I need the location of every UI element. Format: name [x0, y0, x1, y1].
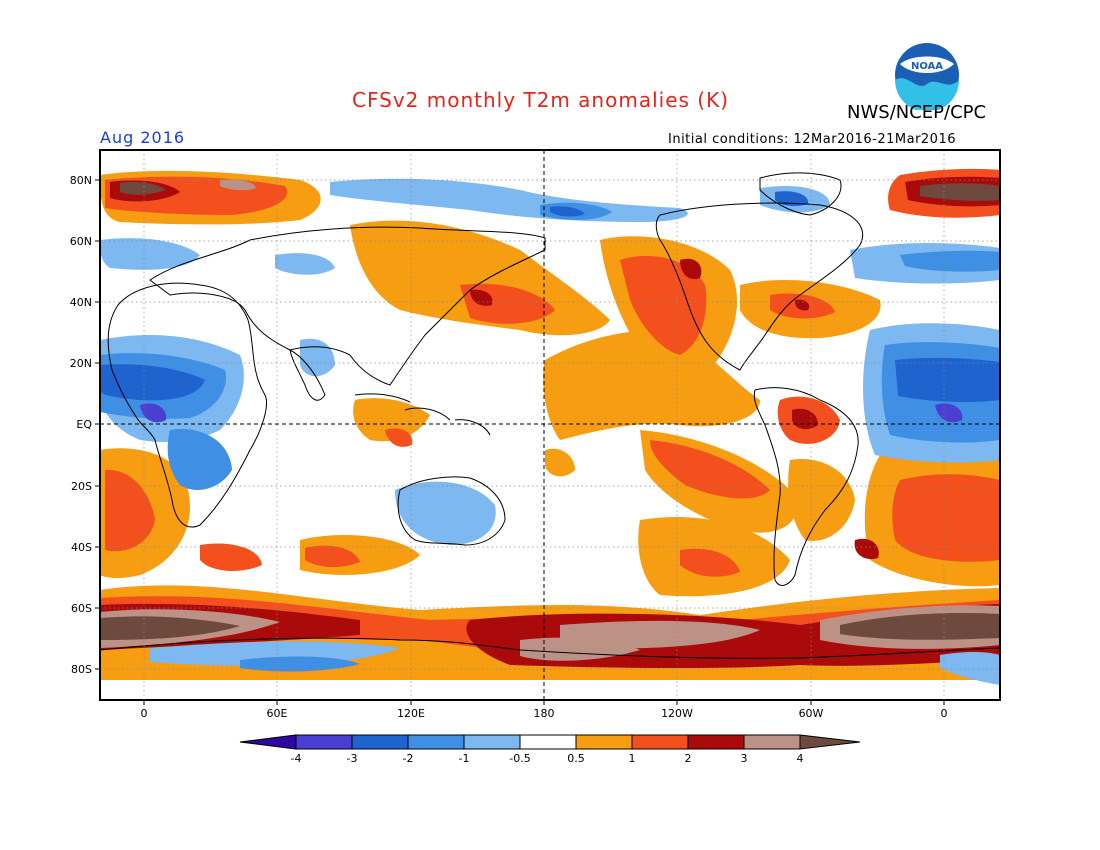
tick-marks [95, 179, 945, 705]
map-frame [99, 149, 1001, 701]
colorbar-label: 1 [629, 752, 636, 765]
latitude-labels: 80N 60N 40N 20N EQ 20S 40S 60S 80S [70, 174, 93, 676]
colorbar-swatch-min [239, 734, 297, 750]
colorbar-labels: -4 -3 -2 -1 -0.5 0.5 1 2 3 4 [291, 752, 804, 765]
lat-label: 20N [70, 357, 92, 370]
colorbar-swatch [743, 734, 801, 750]
colorbar-label: 0.5 [567, 752, 585, 765]
colorbar-swatch [407, 734, 465, 750]
lat-label: 20S [71, 480, 92, 493]
south-america-coastline [753, 387, 859, 586]
equator-dateline [100, 150, 1000, 700]
colorbar-label: 4 [797, 752, 804, 765]
valid-month-label: Aug 2016 [100, 128, 186, 147]
lon-label: 60E [267, 707, 288, 720]
colorbar-swatch [463, 734, 521, 750]
agency-label: NWS/NCEP/CPC [847, 102, 987, 123]
colorbar-swatch [687, 734, 745, 750]
colorbar-label: -0.5 [509, 752, 530, 765]
lon-label: 120E [397, 707, 425, 720]
australia-coastline [397, 476, 506, 546]
colorbar [239, 734, 861, 750]
longitude-labels: 0 60E 120E 180 120W 60W 0 [141, 707, 948, 720]
lon-label: 60W [799, 707, 824, 720]
chart-title: CFSv2 monthly T2m anomalies (K) [352, 88, 729, 112]
colorbar-swatch [631, 734, 689, 750]
anomaly-field [100, 150, 1000, 700]
lat-label: 60S [71, 602, 92, 615]
lat-label: 60N [70, 235, 92, 248]
africa-coastline [107, 282, 267, 528]
india-coastline [289, 349, 326, 401]
colorbar-label: -3 [347, 752, 358, 765]
colorbar-label: -2 [403, 752, 414, 765]
colorbar-swatch [575, 734, 633, 750]
lat-label: 80S [71, 663, 92, 676]
noaa-logo-text: NOAA [911, 61, 943, 72]
lon-label: 0 [941, 707, 948, 720]
colorbar-swatch [295, 734, 353, 750]
noaa-logo: NOAA [895, 43, 959, 110]
colorbar-label: -4 [291, 752, 302, 765]
colorbar-swatch [351, 734, 409, 750]
graticule [100, 150, 1000, 700]
lat-label: EQ [76, 418, 92, 431]
lat-label: 40N [70, 296, 92, 309]
initial-conditions-label: Initial conditions: 12Mar2016-21Mar2016 [668, 132, 956, 147]
europe-asia-coastline [149, 226, 546, 386]
antarctica-coastline [100, 637, 1000, 659]
lon-label: 0 [141, 707, 148, 720]
greenland-coastline [759, 172, 842, 216]
lon-label: 180 [534, 707, 555, 720]
north-america-coastline [655, 202, 863, 371]
colorbar-label: 2 [685, 752, 692, 765]
colorbar-label: 3 [741, 752, 748, 765]
australia-cold [395, 481, 496, 545]
colorbar-swatch-max [799, 734, 861, 750]
colorbar-swatch [519, 734, 577, 750]
north-cold-band-west [100, 238, 200, 270]
lat-label: 80N [70, 174, 92, 187]
lat-label: 40S [71, 541, 92, 554]
coastlines [100, 172, 1000, 659]
lon-label: 120W [661, 707, 693, 720]
colorbar-label: -1 [459, 752, 470, 765]
